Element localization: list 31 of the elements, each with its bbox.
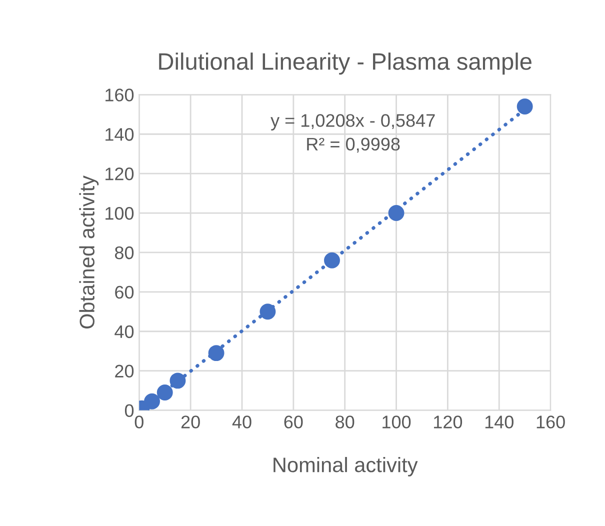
point bbox=[170, 372, 186, 389]
x-axis-title: Nominal activity bbox=[274, 456, 418, 476]
point bbox=[144, 393, 160, 410]
point bbox=[516, 98, 533, 114]
x-tick-label: 120 bbox=[434, 416, 462, 428]
x-tick-label: 40 bbox=[232, 416, 252, 428]
x-tick-label: 80 bbox=[336, 416, 354, 428]
point bbox=[324, 252, 340, 268]
y-tick-label: 80 bbox=[114, 246, 134, 260]
point bbox=[388, 205, 404, 222]
chart-title: Dilutional Linearity - Plasma sample bbox=[159, 52, 532, 75]
annotation: R² = 0,9998 bbox=[307, 138, 400, 153]
y-tick-label: 120 bbox=[106, 168, 134, 180]
y-tick-label: 160 bbox=[106, 88, 134, 102]
x-tick-label: 140 bbox=[485, 416, 514, 428]
y-tick-label: 40 bbox=[114, 325, 134, 338]
point bbox=[156, 384, 173, 401]
y-tick-label: 140 bbox=[106, 128, 134, 141]
y-tick-label: 0 bbox=[124, 404, 134, 417]
point bbox=[208, 345, 224, 362]
annotation: y = 1,0208x - 0,5847 bbox=[270, 114, 435, 130]
y-tick-label: 100 bbox=[106, 206, 134, 220]
x-tick-label: 60 bbox=[284, 416, 303, 428]
y-tick-label: 60 bbox=[115, 286, 134, 299]
point bbox=[260, 304, 276, 320]
x-tick-label: 100 bbox=[382, 416, 411, 428]
y-axis-title: Obtained activity bbox=[79, 176, 99, 328]
x-tick-label: 0 bbox=[134, 416, 144, 428]
y-tick-label: 20 bbox=[115, 364, 134, 378]
x-tick-label: 20 bbox=[181, 416, 200, 428]
x-tick-label: 160 bbox=[536, 416, 565, 428]
